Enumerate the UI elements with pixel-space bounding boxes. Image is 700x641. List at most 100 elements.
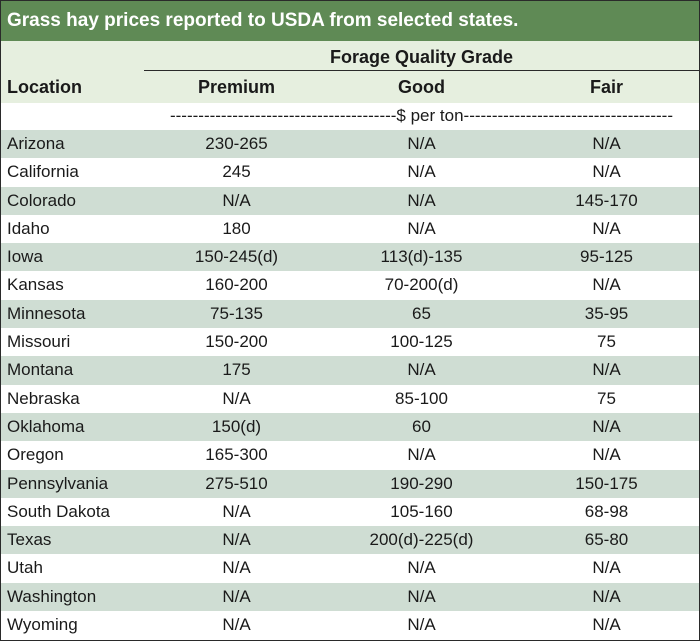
- fair-cell: 150-175: [575, 473, 638, 493]
- good-cell: 65: [412, 303, 431, 323]
- premium-cell: 160-200: [205, 275, 268, 295]
- premium-cell: 175: [222, 360, 251, 380]
- premium-cell: 150-245(d): [194, 247, 279, 267]
- good-cell: 200(d)-225(d): [369, 530, 474, 550]
- units-label: ----------------------------------------…: [169, 106, 673, 125]
- premium-cell: 245: [222, 162, 251, 182]
- location-cell: Washington: [7, 586, 97, 606]
- location-cell: Kansas: [7, 275, 64, 295]
- good-cell: N/A: [407, 360, 436, 380]
- good-cell: 190-290: [390, 473, 453, 493]
- good-cell: N/A: [407, 558, 436, 578]
- table-row: Pennsylvania 275-510 190-290 150-175: [1, 469, 699, 498]
- location-cell: Pennsylvania: [7, 473, 109, 493]
- good-cell: N/A: [407, 445, 436, 465]
- premium-cell: N/A: [222, 558, 251, 578]
- location-cell: Texas: [7, 530, 52, 550]
- premium-cell: 75-135: [210, 303, 263, 323]
- premium-cell: N/A: [222, 388, 251, 408]
- premium-cell: 230-265: [205, 134, 268, 153]
- table-row: Oregon 165-300 N/A N/A: [1, 441, 699, 470]
- location-cell: Minnesota: [7, 303, 86, 323]
- fair-cell: N/A: [592, 558, 621, 578]
- fair-cell: 35-95: [584, 303, 629, 323]
- table-row: Colorado N/A N/A 145-170: [1, 186, 699, 215]
- good-cell: N/A: [407, 190, 436, 210]
- location-cell: California: [7, 162, 79, 182]
- table-row: Washington N/A N/A N/A: [1, 582, 699, 612]
- fair-cell: 145-170: [575, 190, 638, 210]
- fair-cell: N/A: [592, 218, 621, 238]
- premium-cell: N/A: [222, 615, 251, 635]
- table-row: Texas N/A 200(d)-225(d) 65-80: [1, 526, 699, 555]
- premium-cell: 150-200: [205, 332, 268, 352]
- premium-column-header: Premium: [197, 77, 276, 97]
- premium-cell: 275-510: [205, 473, 268, 493]
- table-row: Arizona 230-265 N/A N/A: [1, 130, 699, 159]
- grade-divider: [144, 70, 699, 71]
- fair-cell: 68-98: [584, 501, 629, 521]
- fair-cell: 75: [597, 332, 616, 352]
- fair-cell: N/A: [592, 134, 621, 153]
- table-row: Iowa 150-245(d) 113(d)-135 95-125: [1, 243, 699, 272]
- table-row: Utah N/A N/A N/A: [1, 554, 699, 583]
- table-row: California 245 N/A N/A: [1, 158, 699, 187]
- good-cell: N/A: [407, 615, 436, 635]
- good-column-header: Good: [398, 77, 445, 97]
- title-bar: Grass hay prices reported to USDA from s…: [1, 1, 699, 41]
- location-cell: Montana: [7, 360, 74, 380]
- table-title: Grass hay prices reported to USDA from s…: [7, 10, 519, 31]
- fair-cell: N/A: [592, 445, 621, 465]
- location-cell: Oregon: [7, 445, 64, 465]
- good-cell: N/A: [407, 586, 436, 606]
- table-row: Montana 175 N/A N/A: [1, 356, 699, 385]
- table-row: Wyoming N/A N/A N/A: [1, 611, 699, 640]
- location-cell: Missouri: [7, 332, 71, 352]
- premium-cell: 180: [222, 218, 251, 238]
- good-cell: 60: [412, 416, 431, 436]
- fair-cell: N/A: [592, 416, 621, 436]
- fair-cell: N/A: [592, 275, 621, 295]
- location-column-header: Location: [7, 77, 82, 97]
- location-cell: Idaho: [7, 218, 50, 238]
- premium-cell: 150(d): [211, 416, 262, 436]
- location-cell: Utah: [7, 558, 43, 578]
- good-cell: 100-125: [390, 332, 453, 352]
- location-cell: Oklahoma: [7, 416, 85, 436]
- premium-cell: N/A: [222, 190, 251, 210]
- fair-cell: 75: [597, 388, 616, 408]
- table-body: Arizona 230-265 N/A N/A California 245 N/A N/A C…: [1, 130, 699, 640]
- good-cell: N/A: [407, 162, 436, 182]
- fair-cell: 95-125: [580, 247, 633, 267]
- premium-cell: N/A: [222, 530, 251, 550]
- premium-cell: N/A: [222, 501, 251, 521]
- table-header: Forage Quality Grade Location Premium Go…: [1, 41, 699, 103]
- forage-quality-grade-label: Forage Quality Grade: [329, 47, 514, 67]
- good-cell: 113(d)-135: [380, 247, 463, 267]
- table-row: Idaho 180 N/A N/A: [1, 214, 699, 244]
- premium-cell: 165-300: [205, 445, 268, 465]
- location-cell: South Dakota: [7, 501, 111, 521]
- table-row: Oklahoma 150(d) 60 N/A: [1, 412, 699, 442]
- fair-column-header: Fair: [589, 77, 623, 97]
- table-row: Missouri 150-200 100-125 75: [1, 328, 699, 357]
- location-cell: Colorado: [7, 190, 76, 210]
- fair-cell: 65-80: [584, 530, 629, 550]
- good-cell: 70-200(d): [384, 275, 459, 295]
- location-cell: Iowa: [7, 247, 43, 267]
- table-row: Minnesota 75-135 65 35-95: [1, 299, 699, 329]
- location-cell: Arizona: [7, 134, 65, 153]
- table-row: South Dakota N/A 105-160 68-98: [1, 497, 699, 527]
- location-cell: Wyoming: [7, 615, 78, 635]
- fair-cell: N/A: [592, 586, 621, 606]
- fair-cell: N/A: [592, 162, 621, 182]
- units-row: ----------------------------------------…: [1, 103, 699, 130]
- good-cell: N/A: [407, 218, 436, 238]
- table-row: Nebraska N/A 85-100 75: [1, 384, 699, 413]
- fair-cell: N/A: [592, 615, 621, 635]
- location-cell: Nebraska: [7, 388, 80, 408]
- fair-cell: N/A: [592, 360, 621, 380]
- good-cell: 85-100: [395, 388, 448, 408]
- table-row: Kansas 160-200 70-200(d) N/A: [1, 271, 699, 300]
